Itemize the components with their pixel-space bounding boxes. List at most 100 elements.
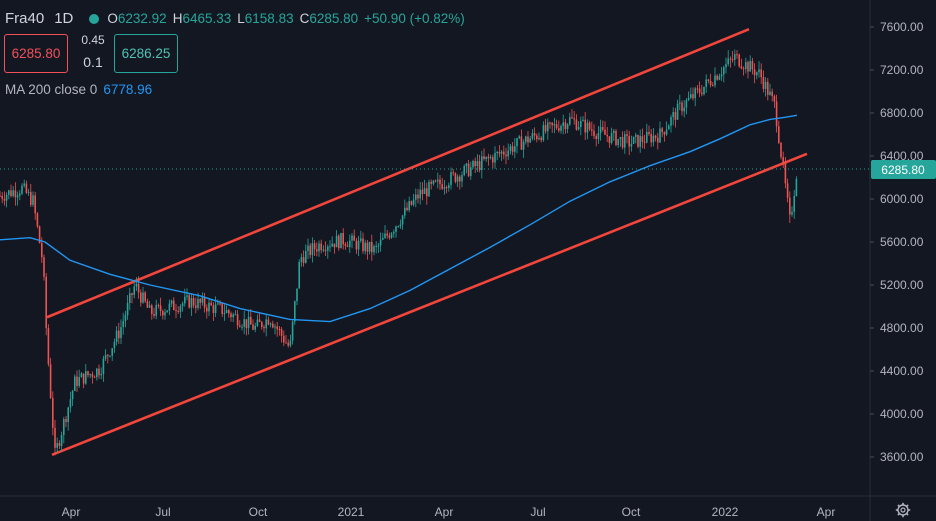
candle bbox=[109, 355, 111, 358]
quantity-value[interactable]: 0.1 bbox=[83, 54, 103, 70]
candle bbox=[615, 128, 617, 147]
candle bbox=[789, 191, 791, 223]
candle bbox=[195, 297, 197, 314]
candle bbox=[575, 114, 578, 131]
candle bbox=[89, 373, 91, 379]
candle bbox=[377, 242, 380, 253]
candle bbox=[637, 134, 639, 149]
y-tick-label: 6000.00 bbox=[880, 192, 924, 206]
candle bbox=[621, 131, 624, 150]
candle bbox=[190, 293, 193, 316]
y-tick-label: 5200.00 bbox=[880, 278, 924, 292]
symbol-name[interactable]: Fra40 bbox=[5, 10, 45, 27]
time-axis[interactable]: Apr Jul Oct 2021 Apr Jul Oct 2022 Apr bbox=[62, 505, 836, 519]
candle bbox=[683, 100, 685, 118]
candle bbox=[309, 242, 311, 259]
x-tick-label: 2022 bbox=[712, 505, 739, 519]
candle bbox=[428, 179, 430, 197]
candle bbox=[3, 191, 6, 206]
candle bbox=[736, 50, 738, 59]
candle bbox=[346, 241, 349, 248]
candle bbox=[604, 121, 606, 136]
candle bbox=[775, 94, 778, 133]
candle bbox=[140, 289, 142, 307]
trend-line[interactable] bbox=[46, 27, 750, 319]
candle bbox=[390, 232, 393, 239]
candle bbox=[716, 74, 718, 81]
candle bbox=[782, 151, 784, 169]
candle bbox=[386, 229, 388, 239]
ma-indicator-value: 6778.96 bbox=[103, 82, 153, 97]
candle bbox=[228, 308, 230, 318]
candle bbox=[593, 124, 595, 140]
candle bbox=[155, 299, 157, 320]
buy-button[interactable]: 6286.25 bbox=[114, 34, 178, 73]
trend-line[interactable] bbox=[51, 152, 808, 457]
x-tick-label: Oct bbox=[622, 505, 641, 519]
candle bbox=[151, 303, 153, 320]
candle bbox=[551, 122, 553, 133]
candle bbox=[243, 310, 245, 335]
candle bbox=[342, 228, 344, 250]
candle bbox=[98, 364, 100, 379]
candle bbox=[408, 196, 410, 213]
candle bbox=[701, 85, 703, 97]
candle bbox=[170, 299, 173, 308]
candle bbox=[82, 373, 85, 389]
candle bbox=[723, 65, 725, 83]
y-tick-label: 4800.00 bbox=[880, 321, 924, 335]
price-axis[interactable]: 7600.00 7200.00 6800.00 6400.00 6000.00 5600.… bbox=[870, 20, 924, 464]
candle bbox=[353, 229, 355, 241]
candle bbox=[333, 243, 336, 254]
candle bbox=[619, 136, 622, 147]
candle bbox=[362, 232, 364, 254]
candle bbox=[32, 191, 34, 207]
candle bbox=[729, 56, 732, 68]
candle bbox=[452, 169, 454, 176]
candle bbox=[355, 237, 358, 254]
candle bbox=[5, 192, 8, 208]
gear-icon[interactable] bbox=[895, 502, 911, 518]
candle bbox=[67, 406, 69, 431]
candle bbox=[91, 371, 94, 384]
interval-label[interactable]: 1D bbox=[54, 10, 74, 27]
candle bbox=[1, 192, 3, 204]
candle bbox=[78, 369, 80, 388]
candle bbox=[705, 74, 707, 93]
candle bbox=[760, 63, 762, 85]
candle bbox=[599, 119, 602, 141]
candle bbox=[445, 185, 448, 194]
candle bbox=[632, 136, 635, 145]
close-label: C bbox=[299, 11, 310, 26]
last-price-text: 6285.80 bbox=[881, 163, 925, 177]
candle bbox=[126, 295, 129, 320]
candle bbox=[212, 302, 215, 321]
candle bbox=[173, 297, 175, 311]
candle bbox=[256, 314, 259, 328]
candle bbox=[529, 136, 531, 143]
candle bbox=[419, 181, 421, 205]
candle bbox=[668, 123, 670, 130]
ma-indicator-legend[interactable]: MA 200 close 0 6778.96 bbox=[5, 82, 152, 97]
candle bbox=[52, 391, 54, 436]
candle bbox=[349, 234, 351, 253]
candle bbox=[102, 355, 105, 382]
candle bbox=[485, 156, 487, 162]
candle bbox=[307, 238, 309, 260]
candle bbox=[302, 250, 305, 267]
candle bbox=[415, 188, 417, 208]
candle bbox=[522, 139, 525, 158]
candle bbox=[247, 309, 250, 335]
candle bbox=[412, 194, 415, 207]
y-tick-label: 4400.00 bbox=[880, 364, 924, 378]
candle bbox=[498, 145, 501, 158]
candle bbox=[762, 70, 765, 93]
candle bbox=[410, 200, 413, 206]
candle bbox=[661, 127, 663, 138]
sell-button[interactable]: 6285.80 bbox=[4, 34, 68, 73]
candlestick-series bbox=[0, 49, 798, 456]
candle bbox=[234, 310, 237, 316]
candle bbox=[225, 305, 228, 314]
candle bbox=[60, 431, 63, 452]
